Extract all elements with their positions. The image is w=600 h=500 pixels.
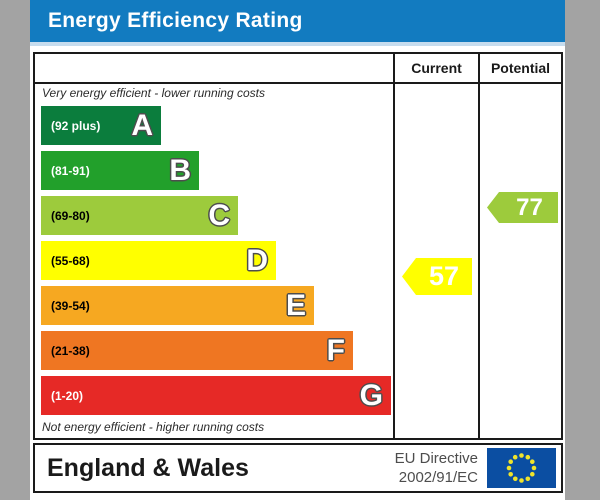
band-range-label: (92 plus) (51, 118, 101, 133)
eu-directive-line1: EU Directive (394, 450, 478, 467)
band-range-label: (55-68) (51, 253, 90, 268)
rating-band: (1-20) G (41, 376, 391, 421)
inefficient-caption: Not energy efficient - higher running co… (42, 420, 265, 434)
left-arrow-icon (487, 192, 558, 223)
band-bar: (92 plus) A (41, 106, 161, 145)
band-bar: (69-80) C (41, 196, 238, 235)
page-title: Energy Efficiency Rating (48, 9, 303, 32)
band-grade-letter: C (208, 198, 230, 232)
band-bar: (21-38) F (41, 331, 353, 370)
rating-table: Current Potential Very energy efficient … (33, 52, 563, 440)
band-range-label: (81-91) (51, 163, 90, 178)
column-divider (393, 54, 395, 438)
region-label: England & Wales (47, 454, 249, 482)
band-grade-letter: D (246, 243, 268, 277)
header-divider (35, 82, 561, 84)
band-bar: (55-68) D (41, 241, 276, 280)
current-column-header: Current (411, 60, 462, 76)
rating-band: (92 plus) A (41, 106, 389, 151)
eu-directive-line2: 2002/91/EC (398, 469, 478, 486)
band-grade-letter: B (169, 153, 191, 187)
band-grade-letter: A (131, 108, 153, 142)
band-range-label: (21-38) (51, 343, 90, 358)
efficient-caption: Very energy efficient - lower running co… (42, 86, 265, 100)
band-bar: (39-54) E (41, 286, 314, 325)
eu-flag-icon (487, 448, 556, 488)
rating-bands: (92 plus) A (81-91) B (69-80) C (55-68) … (41, 106, 391, 421)
column-divider (478, 54, 480, 438)
band-bar: (81-91) B (41, 151, 199, 190)
certificate-sheet: Energy Efficiency Rating Current Potenti… (30, 0, 565, 500)
rating-band: (55-68) D (41, 241, 389, 286)
band-range-label: (39-54) (51, 298, 90, 313)
potential-rating-value: 77 (516, 193, 543, 221)
left-arrow-icon (402, 258, 472, 295)
rating-band: (69-80) C (41, 196, 389, 241)
eu-directive-label: EU Directive 2002/91/EC (395, 449, 478, 487)
potential-rating-arrow: 77 (487, 192, 558, 223)
title-bar: Energy Efficiency Rating (30, 0, 565, 46)
potential-column-header: Potential (490, 60, 551, 76)
band-grade-letter: E (285, 288, 306, 322)
rating-band: (21-38) F (41, 331, 389, 376)
band-range-label: (1-20) (51, 388, 84, 403)
current-rating-value: 57 (428, 261, 460, 291)
band-grade-letter: F (326, 333, 345, 367)
footer: England & Wales EU Directive 2002/91/EC (33, 443, 563, 493)
band-bar: (1-20) G (41, 376, 391, 415)
current-rating-arrow: 57 (402, 258, 472, 295)
band-grade-letter: G (359, 378, 383, 412)
band-range-label: (69-80) (51, 208, 90, 223)
rating-band: (39-54) E (41, 286, 389, 331)
rating-band: (81-91) B (41, 151, 389, 196)
